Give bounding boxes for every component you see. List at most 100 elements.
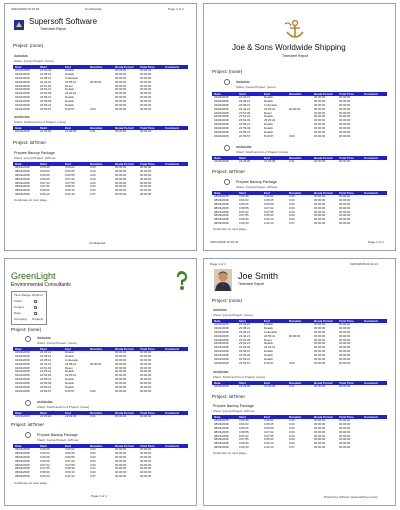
table-cell: 00:00:00	[339, 195, 351, 198]
table-cell: 23:20:21	[264, 346, 276, 350]
table-row: 04/02/2008 22:38:21 Umbeleite 00:00:00 00:00…	[13, 77, 188, 81]
table-cell: 00:00:00	[115, 72, 127, 76]
filter-value: Projects	[32, 317, 44, 321]
table-header-cell: Comment	[364, 381, 378, 385]
table-row: 04/02/2008 22:58:21 Details 00:00:00 00:00:0…	[212, 350, 387, 354]
filter-checkbox[interactable]	[34, 312, 37, 315]
table-cell: Umbeleite	[264, 103, 278, 107]
table-row: 04/02/2008 22:54:00 23:20:21 00:00:00 00:00:…	[13, 374, 188, 378]
table-cell: 04/02/2008	[15, 362, 30, 366]
table-header-cell: Comment	[165, 411, 179, 415]
table-cell: 04/02/2008	[15, 84, 30, 88]
table-cell: 0.00	[289, 218, 295, 222]
table-cell: 0:07:22	[264, 206, 274, 210]
table-cell: Details	[264, 342, 273, 346]
table-cell: 0:09:10	[239, 222, 249, 226]
timesheet-table: Date Start End Duration Break Period Total Ti…	[13, 65, 188, 112]
table-cell: 00:00:00	[115, 130, 127, 133]
table-cell	[362, 160, 387, 164]
client-line-3: Client: (none) Project: istTimer	[14, 156, 56, 160]
table-row: 04/02/2008 22:59:57 8:40:57 0:00 00:00:00 00:…	[13, 108, 188, 112]
table-cell: 08/03/2008	[15, 467, 30, 471]
table-header-cell: Comment	[364, 319, 378, 323]
table-header-cell: Duration	[289, 191, 302, 195]
table-header-cell: Break Period	[314, 381, 333, 385]
table-cell: Details	[264, 99, 273, 103]
table-cell: 08/03/2008	[214, 442, 229, 446]
filter-checkbox[interactable]	[34, 300, 37, 303]
table-cell: 22:51:00	[239, 338, 251, 342]
table-cell: 04/02/2008	[214, 326, 229, 330]
table-cell: 22:55:21	[65, 362, 77, 366]
table-row: 04/02/2008 22:38:21 Umbeleite 00:00:00 00:00…	[212, 331, 387, 335]
table-row: 04/02/2008 22:52:21 Details 00:00:00 00:00:0…	[212, 342, 387, 346]
table-header-cell: Total Time	[339, 381, 354, 385]
project-label: Project: (none)	[212, 69, 243, 74]
table-row: 08/03/2008 0:06:25 0:06:55 0.00 00:00:00 00:0…	[13, 174, 188, 178]
table-row: 04/02/2008 22:59:21 Details 00:00:00 00:00:0…	[212, 131, 387, 135]
table-row: 04/02/2008 22:32:21 Details 00:00:00 00:00:0…	[212, 323, 387, 327]
table-cell: 0:07:55	[65, 181, 75, 185]
table-header-cell: Start	[40, 411, 47, 415]
table-row: 08/03/2008 0:06:03 0:06:25 0.00 00:00:00 00:0…	[13, 452, 188, 456]
table-cell: 00:00:00	[314, 354, 326, 358]
table-header-cell: Date	[15, 126, 22, 130]
table-cell: 00:00:00	[115, 181, 127, 185]
table-cell: 04/02/2008	[15, 374, 30, 378]
table-row: 08/03/2008 0:09:10 0:42:10 0.57 00:00:00 00:0…	[212, 446, 387, 450]
continues-note: Continues on next page...	[14, 198, 50, 202]
group-name: dadadas	[14, 54, 28, 58]
table-row: 08/03/2008 0:08:30 0:09:10 0.00 00:00:00 00:0…	[13, 471, 188, 475]
table-cell: 00:00:00	[115, 386, 127, 390]
table-cell: 00:00:00	[140, 463, 152, 467]
table-cell: 00:00:00	[140, 389, 152, 393]
table-row: 08/03/2008 0:06:55 0:07:22 0.00 00:00:00 00:0…	[212, 207, 387, 211]
table-header-cell: Start	[40, 162, 47, 166]
table-cell: 00:00:00	[115, 374, 127, 378]
table-cell: 00:00:00	[140, 354, 152, 358]
table-cell: 00:00:00	[140, 415, 152, 418]
continues-note: Continues on next page...	[213, 227, 249, 231]
table-cell: 00:00:00	[339, 350, 351, 354]
table-row: 04/02/2008 22:38:21 Details 00:00:00 00:00:0…	[212, 327, 387, 331]
table-row: 04/02/2008 22:32:21 Details 00:00:00 00:00:0…	[212, 96, 387, 100]
table-cell: 00:00:00	[314, 210, 326, 214]
table-body: 04/02/2008 22:32:21 Details 00:00:00 00:00:0…	[13, 351, 188, 394]
table-cell: 0:07:22	[239, 210, 249, 214]
table-cell: 00:00:00	[115, 354, 127, 358]
table-cell: 22:52:21	[40, 370, 52, 374]
table-header-cell: Date	[214, 415, 221, 419]
footer-confidential: Confidential	[89, 241, 106, 245]
table-cell: 0:09:10	[65, 189, 75, 193]
table-cell: 08/03/2008	[15, 455, 30, 459]
table-cell: 0.01	[90, 130, 96, 133]
table-row: 04/02/2008 22:58:21 Details 00:00:00 00:00:0…	[212, 123, 387, 127]
table-cell: 22:52:21	[40, 88, 52, 92]
table-cell: 00:00:00	[314, 323, 326, 326]
table-header-cell: End	[264, 381, 270, 385]
table-cell: 04/02/2008	[15, 80, 30, 84]
table-body: 08/03/2008 0:05:45 0:06:02 0.00 00:00:00 00:0…	[212, 195, 387, 226]
filter-checkbox[interactable]	[34, 306, 37, 309]
table-cell: 08/03/2008	[214, 446, 229, 450]
table-header-cell: Start	[40, 65, 47, 69]
table-body: 04/02/2008 22:39:20 21:00:05 0.01 00:00:00 00…	[212, 160, 387, 164]
table-cell: 22:58:21	[40, 378, 52, 382]
client-line-3: Client: (none) Project: istTimer	[213, 409, 255, 413]
table-cell: 00:00:00	[339, 338, 351, 342]
group-name-3: Prepare Backup Package	[213, 404, 254, 408]
table-row: 04/02/2008 22:51:00 Reset 00:00:00 00:00:00	[212, 112, 387, 116]
table-header: Date Start End Duration Break Period Total Ti…	[13, 444, 188, 448]
table-cell: 00:00:00	[115, 467, 127, 471]
table-cell: Umbeleite	[264, 330, 278, 334]
table-row: 08/03/2008 0:07:22 0:07:55 0.00 00:00:00 00:0…	[13, 464, 188, 468]
group-circle-icon	[25, 400, 31, 406]
table-cell: 0:09:10	[239, 446, 249, 450]
table-row: 08/03/2008 0:07:55 0:08:30 0.00 00:00:00 00:0…	[13, 467, 188, 471]
table-cell: 0:09:10	[40, 193, 50, 197]
table-cell: 00:00:00	[339, 123, 351, 127]
table-cell: 22:39:20	[239, 160, 251, 163]
table-cell: 0:06:03	[40, 451, 50, 455]
table-row: 04/02/2008 22:54:00 23:20:21 00:00:00 00:00:…	[212, 119, 387, 123]
table-cell: 00:00:00	[314, 134, 326, 138]
